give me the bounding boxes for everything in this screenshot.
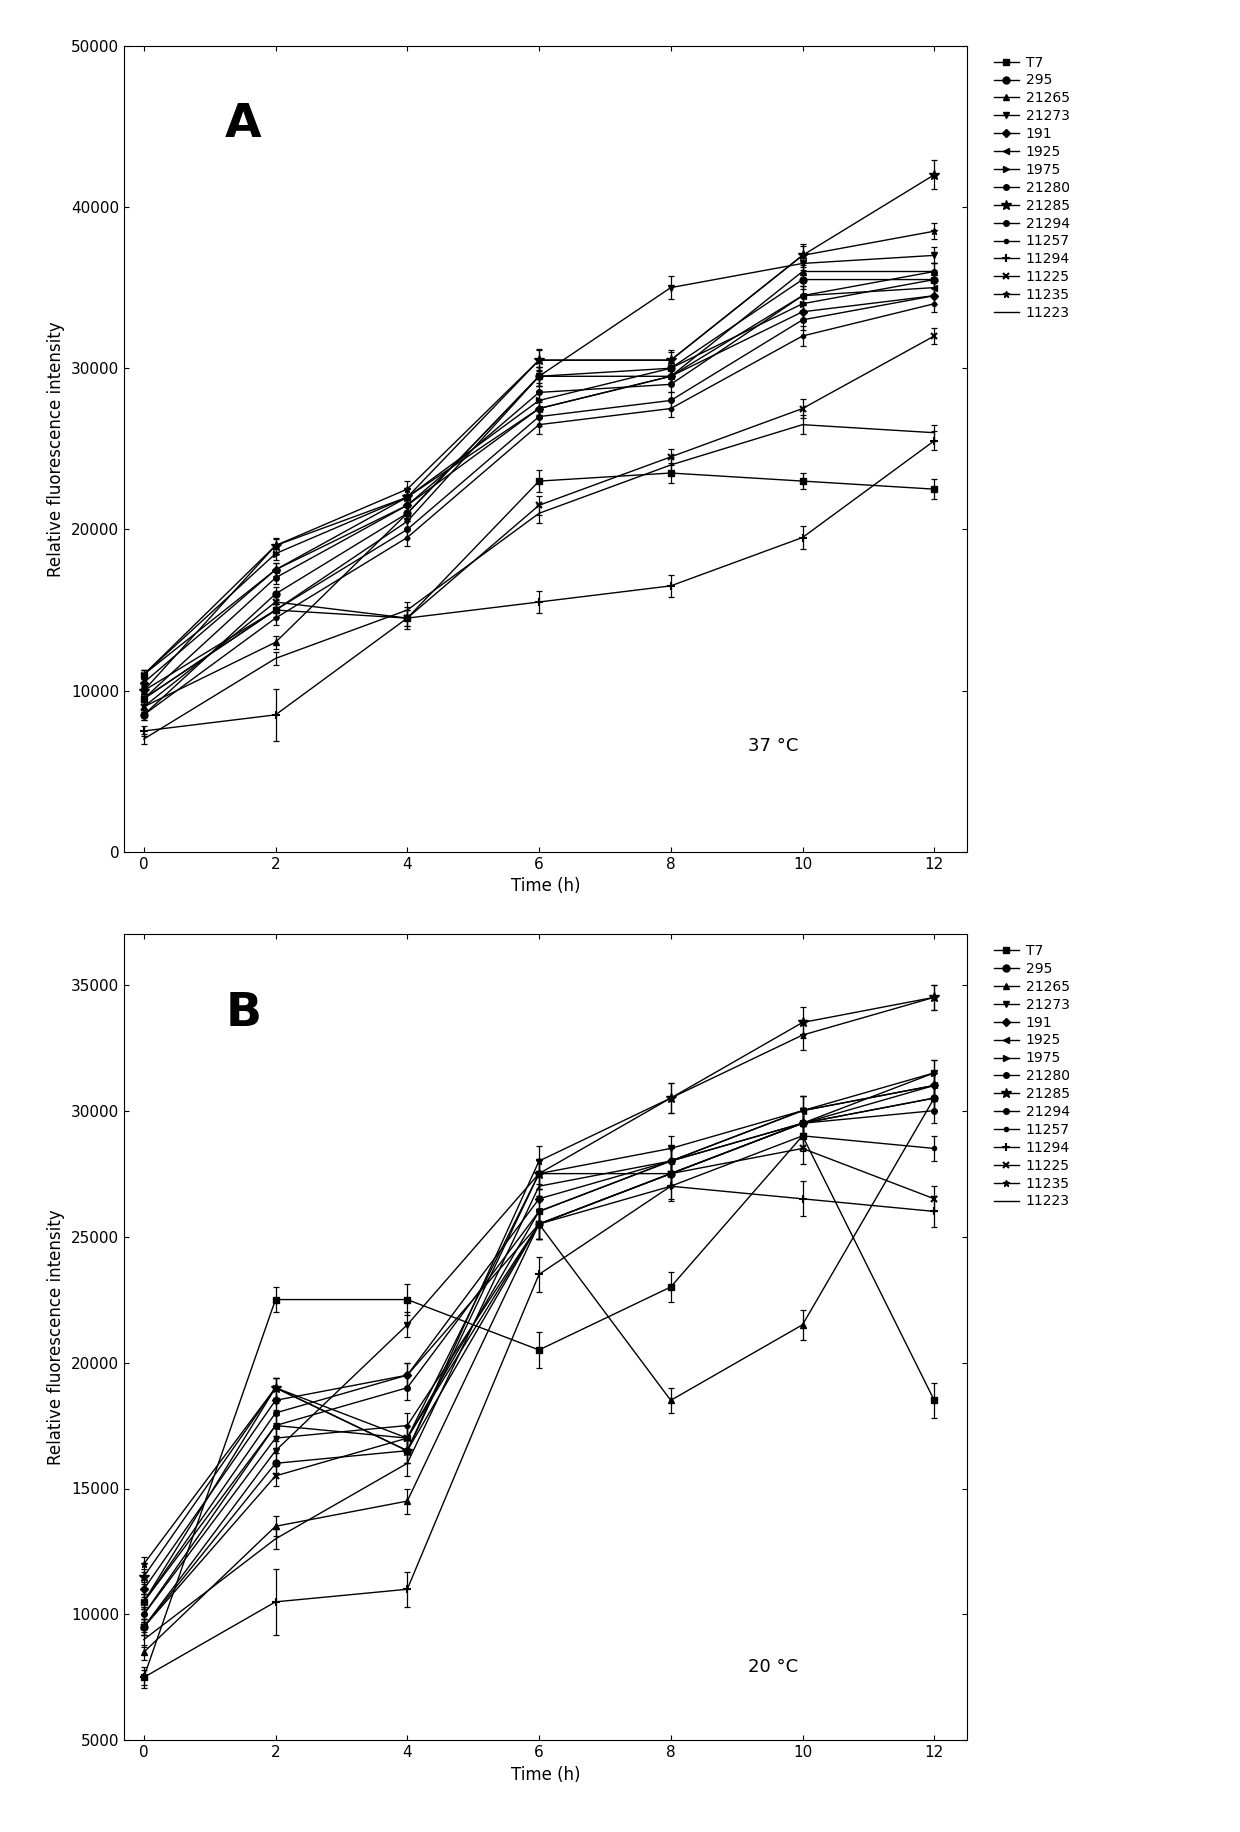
Y-axis label: Relative fluorescence intensity: Relative fluorescence intensity xyxy=(47,1209,66,1466)
Y-axis label: Relative fluorescence intensity: Relative fluorescence intensity xyxy=(47,321,66,577)
Text: B: B xyxy=(226,991,262,1035)
Text: 37 °C: 37 °C xyxy=(748,736,799,755)
X-axis label: Time (h): Time (h) xyxy=(511,878,580,896)
Text: 20 °C: 20 °C xyxy=(748,1658,799,1676)
Legend: T7, 295, 21265, 21273, 191, 1925, 1975, 21280, 21285, 21294, 11257, 11294, 11225: T7, 295, 21265, 21273, 191, 1925, 1975, … xyxy=(991,53,1073,322)
Legend: T7, 295, 21265, 21273, 191, 1925, 1975, 21280, 21285, 21294, 11257, 11294, 11225: T7, 295, 21265, 21273, 191, 1925, 1975, … xyxy=(991,942,1073,1211)
X-axis label: Time (h): Time (h) xyxy=(511,1766,580,1784)
Text: A: A xyxy=(226,103,262,147)
